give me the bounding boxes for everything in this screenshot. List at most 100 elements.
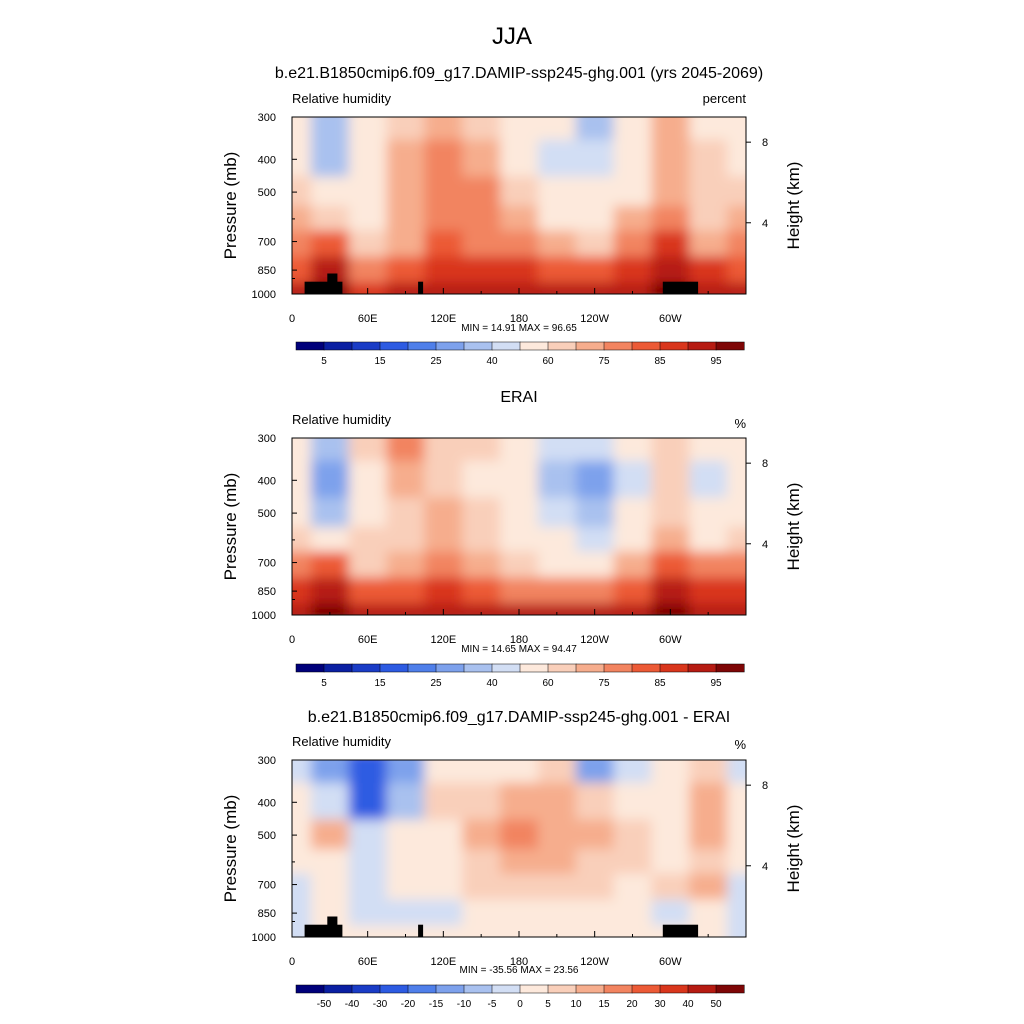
colorbar-label: 85: [654, 356, 666, 367]
colorbar-label: 5: [321, 356, 327, 367]
heatmap-cell: [689, 577, 728, 605]
heatmap-cell: [613, 899, 652, 927]
colorbar-swatch: [295, 984, 325, 994]
heatmap-cell: [462, 849, 501, 875]
heatmap-cell: [727, 577, 746, 605]
colorbar-swatch: [519, 341, 549, 351]
colorbar: -50 -40 -30 -20 -15 -10 -5 0 5 10 15 20 30 40 50: [295, 984, 745, 1010]
axes: 300 400 500 700 850 1000 8 4 0 60E 120E 180 120W 60W P…: [221, 755, 803, 968]
x-tick-label: 120E: [430, 634, 456, 646]
heatmap-cell: [727, 760, 746, 784]
heatmap-cell: [292, 117, 312, 141]
y-tick-label: 850: [258, 586, 276, 598]
heatmap-cell: [462, 760, 501, 784]
heatmap-cell: [575, 819, 615, 850]
heatmap-cell: [424, 527, 463, 553]
colorbar-swatch: [547, 984, 577, 994]
colorbar-swatch: [575, 663, 605, 673]
axes: 300 400 500 700 850 1000 8 4 0 60E 120E 180 120W 60W P…: [221, 433, 803, 646]
heatmap-cell: [424, 460, 463, 499]
heatmap-cell: [462, 873, 501, 901]
heatmap-cell: [575, 206, 615, 232]
colorbar-label: 60: [542, 356, 554, 367]
colorbar-label: 20: [626, 999, 638, 1010]
heatmap-cell: [613, 460, 652, 499]
colorbar-swatch: [687, 984, 717, 994]
y-tick-label: 500: [258, 187, 276, 199]
heatmap-cell: [310, 527, 350, 553]
colorbar-swatch: [547, 341, 577, 351]
colorbar-swatch: [603, 663, 633, 673]
colorbar-swatch: [603, 341, 633, 351]
panel-erai: ERAI Relative humidity % 300400500700850…: [221, 389, 803, 689]
heatmap-cell: [348, 176, 388, 207]
colorbar-swatch: [491, 663, 521, 673]
heatmap-cell: [348, 256, 388, 284]
heatmap-cell: [348, 849, 388, 875]
y-axis-title: Pressure (mb): [221, 473, 240, 581]
panel-left-subtitle: Relative humidity: [292, 91, 391, 106]
heatmap-cell: [727, 925, 746, 937]
heatmap-cell: [310, 206, 350, 232]
heatmap-cell: [613, 577, 652, 605]
colorbar-swatch: [351, 984, 381, 994]
heatmap-cell: [537, 849, 577, 875]
heatmap-cell: [500, 139, 539, 178]
heatmap-cell: [537, 438, 577, 462]
heatmap-cell: [310, 117, 350, 141]
heatmap-cell: [537, 282, 577, 294]
heatmap-cell: [613, 849, 652, 875]
terrain-block: [662, 924, 699, 937]
axes: 300 400 500 700 850 1000 8 4 0 60E 120E 180 120W 60W P…: [221, 112, 803, 325]
heatmap-cell: [537, 176, 577, 207]
heatmap-cell: [310, 176, 350, 207]
heatmap-cell: [651, 899, 690, 927]
heatmap-cell: [424, 438, 463, 462]
y-tick-label: 1000: [252, 610, 276, 622]
heatmap-cell: [462, 206, 501, 232]
min-max-label: MIN = -35.56 MAX = 23.56: [460, 965, 579, 976]
heatmap-cell: [575, 460, 615, 499]
heatmap-cell: [727, 206, 746, 232]
x-tick-label: 180: [510, 313, 528, 325]
colorbar-swatch: [603, 984, 633, 994]
colorbar-label: 25: [430, 356, 442, 367]
heatmap-cell: [462, 139, 501, 178]
y2-axis-title: Height (km): [784, 483, 803, 571]
colorbar-swatch: [351, 663, 381, 673]
heatmap-cell: [292, 139, 312, 178]
height-tick-label: 4: [762, 218, 768, 230]
x-tick-label: 120W: [580, 956, 609, 968]
heatmap-cell: [500, 551, 539, 579]
heatmap-cell: [348, 577, 388, 605]
heatmap-cell: [537, 873, 577, 901]
heatmap-cell: [727, 176, 746, 207]
heatmap-cell: [386, 577, 425, 605]
heatmap-cell: [500, 873, 539, 901]
heatmap-cell: [310, 497, 350, 528]
height-tick-label: 8: [762, 137, 768, 149]
heatmap-cell: [424, 256, 463, 284]
y-tick-label: 700: [258, 237, 276, 249]
panel-title: b.e21.B1850cmip6.f09_g17.DAMIP-ssp245-gh…: [275, 65, 763, 82]
colorbar-swatch: [519, 663, 549, 673]
heatmap-cell: [310, 460, 350, 499]
colorbar-swatch: [659, 663, 689, 673]
colorbar-swatch: [715, 663, 745, 673]
terrain-block: [327, 916, 338, 937]
heatmap-cell: [651, 497, 690, 528]
heatmap-cell: [575, 551, 615, 579]
heatmap-cell: [613, 760, 652, 784]
heatmap-cell: [292, 819, 312, 850]
heatmap-cell: [386, 117, 425, 141]
heatmap-field: [292, 117, 746, 294]
heatmap-cell: [386, 460, 425, 499]
y-tick-label: 1000: [252, 289, 276, 301]
colorbar-swatch: [659, 341, 689, 351]
colorbar-label: 60: [542, 678, 554, 689]
heatmap-cell: [310, 438, 350, 462]
heatmap-cell: [651, 760, 690, 784]
heatmap-cell: [500, 899, 539, 927]
heatmap-cell: [424, 873, 463, 901]
heatmap-cell: [310, 603, 350, 615]
